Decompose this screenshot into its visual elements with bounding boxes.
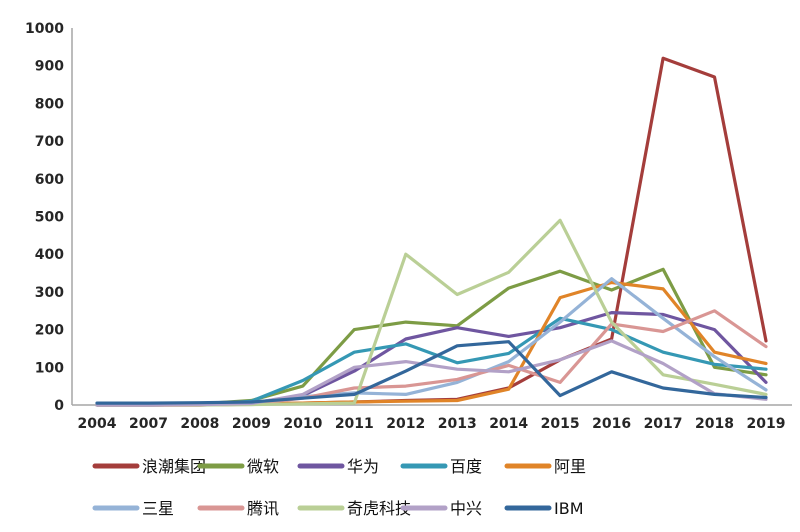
x-tick-label: 2010 bbox=[283, 416, 322, 432]
y-tick-label: 600 bbox=[35, 172, 64, 188]
x-tick-label: 2007 bbox=[129, 416, 168, 432]
y-tick-label: 800 bbox=[35, 96, 64, 112]
x-tick-label: 2012 bbox=[386, 416, 425, 432]
x-tick-label: 2004 bbox=[78, 416, 117, 432]
series-line-阿里 bbox=[95, 280, 768, 407]
legend-label-IBM: IBM bbox=[554, 499, 584, 518]
y-tick-label: 700 bbox=[35, 134, 64, 150]
y-tick-label: 400 bbox=[35, 247, 64, 263]
y-tick-label: 900 bbox=[35, 59, 64, 75]
legend-label-浪潮集团: 浪潮集团 bbox=[142, 457, 206, 476]
series-line-三星 bbox=[95, 277, 768, 407]
legend-label-腾讯: 腾讯 bbox=[247, 499, 279, 518]
x-tick-label: 2019 bbox=[746, 416, 785, 432]
series-line-中兴 bbox=[95, 339, 768, 407]
legend-label-中兴: 中兴 bbox=[450, 499, 482, 518]
series-line-IBM bbox=[95, 340, 768, 405]
y-tick-label: 0 bbox=[54, 398, 64, 414]
y-tick-label: 300 bbox=[35, 285, 64, 301]
legend-label-百度: 百度 bbox=[450, 457, 482, 476]
x-tick-label: 2018 bbox=[695, 416, 734, 432]
legend-label-微软: 微软 bbox=[247, 457, 279, 476]
y-tick-label: 1000 bbox=[25, 21, 64, 37]
x-tick-label: 2014 bbox=[489, 416, 528, 432]
x-tick-label: 2013 bbox=[438, 416, 477, 432]
x-tick-label: 2017 bbox=[644, 416, 683, 432]
x-tick-label: 2016 bbox=[592, 416, 631, 432]
x-tick-label: 2011 bbox=[335, 416, 374, 432]
x-tick-label: 2009 bbox=[232, 416, 271, 432]
y-tick-label: 500 bbox=[35, 210, 64, 226]
y-tick-label: 100 bbox=[35, 360, 64, 376]
legend-label-三星: 三星 bbox=[142, 499, 174, 518]
x-tick-label: 2015 bbox=[541, 416, 580, 432]
legend-label-华为: 华为 bbox=[347, 457, 379, 476]
x-tick-label: 2008 bbox=[180, 416, 219, 432]
legend-label-奇虎科技: 奇虎科技 bbox=[347, 499, 411, 518]
legend-label-阿里: 阿里 bbox=[554, 457, 586, 476]
y-tick-label: 200 bbox=[35, 323, 64, 339]
series-line-奇虎科技 bbox=[95, 218, 768, 407]
